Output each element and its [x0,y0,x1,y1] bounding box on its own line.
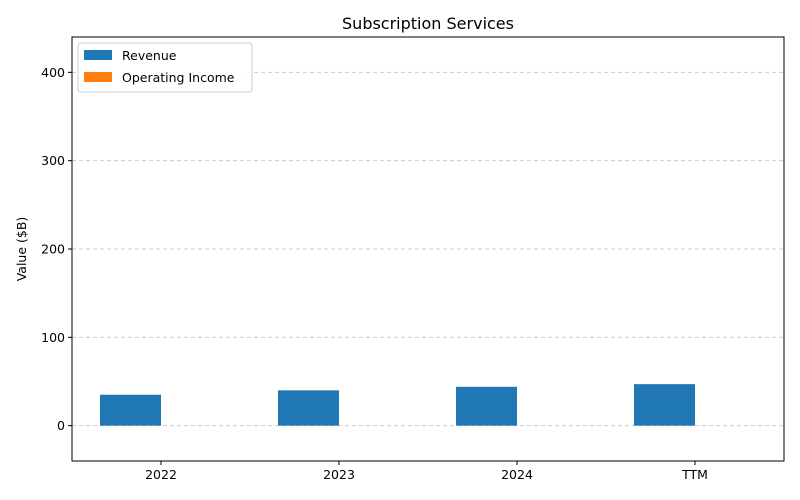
legend-label-operating-income: Operating Income [122,70,235,85]
chart-title: Subscription Services [342,14,514,33]
bar-revenue [634,384,695,426]
legend-box [77,42,253,93]
x-tick-label: 2022 [145,467,177,482]
y-tick-label: 300 [41,153,65,168]
x-tick-label: TTM [681,467,708,482]
x-axis: 2022 2023 2024 TTM [145,461,708,482]
y-tick-label: 0 [57,418,65,433]
legend: Revenue Operating Income [77,42,253,93]
y-tick-label: 100 [41,330,65,345]
bar-revenue [100,394,161,426]
x-tick-label: 2024 [501,467,533,482]
y-tick-label: 400 [41,65,65,80]
y-tick-label: 200 [41,242,65,257]
bar-revenue [278,390,339,426]
y-axis: 0 100 200 300 400 [41,65,72,433]
legend-swatch-operating-income [84,72,112,82]
bar-revenue [456,386,517,426]
legend-swatch-revenue [84,50,112,60]
legend-label-revenue: Revenue [122,48,177,63]
bars-layer [100,384,695,426]
y-axis-label: Value ($B) [14,217,29,282]
x-tick-label: 2023 [323,467,355,482]
